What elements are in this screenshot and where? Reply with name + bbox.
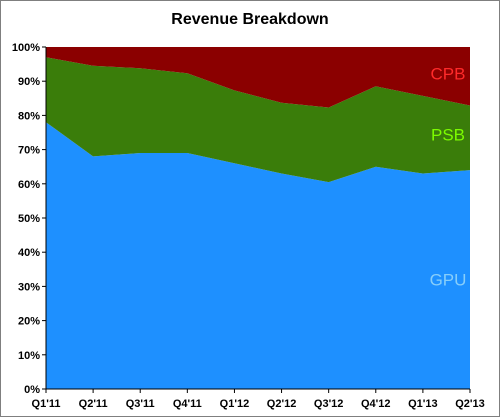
- series-label-cpb: CPB: [431, 64, 466, 83]
- x-tick-label: Q3'11: [126, 398, 155, 410]
- chart-title: Revenue Breakdown: [171, 11, 329, 28]
- area-psb: [46, 57, 470, 183]
- x-tick-label: Q1'13: [408, 398, 438, 410]
- series-label-gpu: GPU: [430, 270, 467, 289]
- y-tick-label: 60%: [18, 179, 40, 191]
- area-cpb: [46, 47, 470, 108]
- x-tick-label: Q4'12: [361, 398, 391, 410]
- series-label-psb: PSB: [431, 126, 465, 145]
- y-tick-label: 100%: [12, 42, 40, 54]
- x-tick-label: Q2'11: [79, 398, 108, 410]
- y-tick-label: 20%: [18, 316, 40, 328]
- x-tick-label: Q1'12: [220, 398, 250, 410]
- y-tick-label: 10%: [18, 350, 40, 362]
- y-tick-label: 90%: [18, 76, 40, 88]
- x-tick-label: Q3'12: [314, 398, 344, 410]
- x-tick-label: Q2'12: [267, 398, 297, 410]
- x-tick-label: Q4'11: [173, 398, 202, 410]
- area-gpu: [46, 122, 470, 389]
- y-tick-label: 50%: [18, 213, 40, 225]
- y-tick-label: 70%: [18, 145, 40, 157]
- y-tick-label: 80%: [18, 110, 40, 122]
- x-tick-label: Q2'13: [455, 398, 485, 410]
- y-tick-label: 30%: [18, 281, 40, 293]
- y-tick-label: 40%: [18, 247, 40, 259]
- y-tick-label: 0%: [24, 384, 40, 396]
- x-tick-label: Q1'11: [32, 398, 61, 410]
